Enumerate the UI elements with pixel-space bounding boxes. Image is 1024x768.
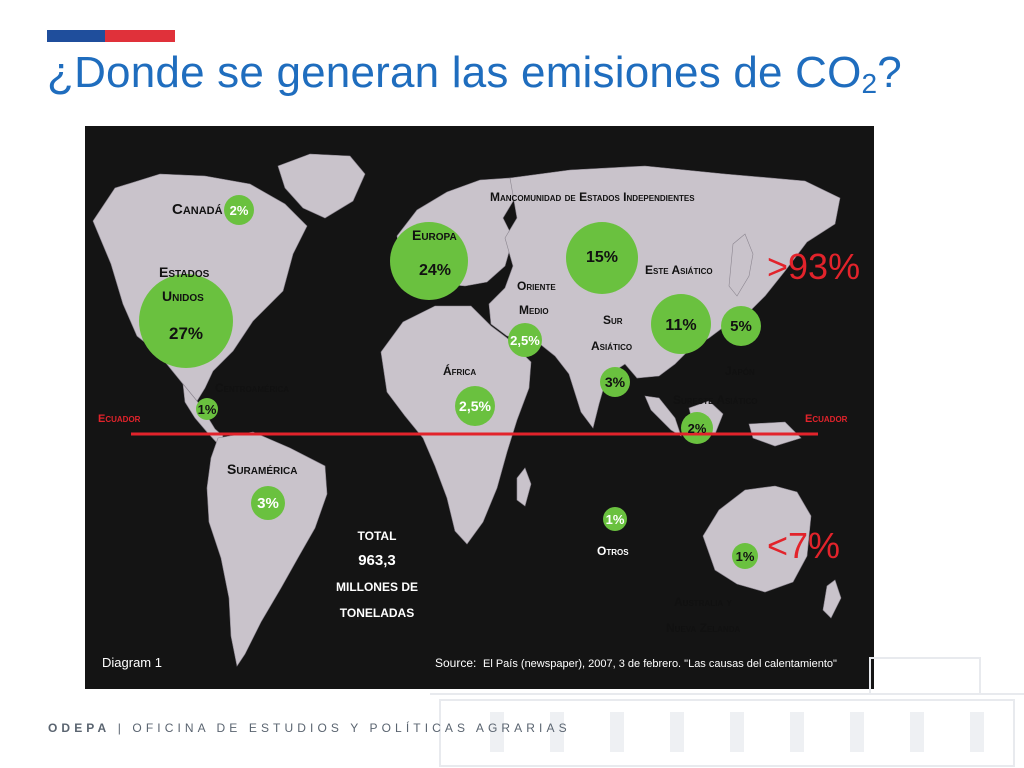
bubble-japan bbox=[721, 306, 761, 346]
bubble-east-asia bbox=[651, 294, 711, 354]
watermark-window bbox=[490, 712, 504, 752]
canada-name: Canadá bbox=[172, 201, 223, 218]
watermark-facade bbox=[439, 699, 1015, 767]
equator-label-right: Ecuador bbox=[805, 413, 848, 425]
southeast-asia-name: Sureste Asiático bbox=[673, 393, 757, 407]
africa bbox=[380, 305, 532, 545]
middle-east-value: 2,5% bbox=[510, 333, 540, 348]
bubble-europe bbox=[390, 222, 468, 300]
slide-title: ¿Donde se generan las emisiones de CO2? bbox=[47, 48, 902, 100]
australia bbox=[702, 485, 812, 593]
region-labels: Canadá 2% Estados Unidos 27% Europa 24% … bbox=[159, 190, 757, 635]
africa-name: África bbox=[443, 363, 476, 378]
footer-full-name: OFICINA DE ESTUDIOS Y POLÍTICAS AGRARIAS bbox=[132, 721, 571, 735]
footer: ODEPA | OFICINA DE ESTUDIOS Y POLÍTICAS … bbox=[48, 721, 571, 735]
flag-bar-red bbox=[105, 30, 175, 42]
emissions-world-map: Ecuador Ecuador Canadá 2% Estados Unidos… bbox=[85, 126, 874, 689]
asia bbox=[488, 165, 841, 429]
middle-east-name-line1: Oriente bbox=[517, 279, 556, 293]
australia-name-line1: Australia y bbox=[674, 595, 732, 609]
central-america-value: 1% bbox=[198, 402, 217, 417]
bubble-canada bbox=[224, 195, 254, 225]
footer-org: ODEPA bbox=[48, 721, 111, 735]
south-asia-name-line2: Asiático bbox=[591, 339, 632, 353]
usa-name-line2: Unidos bbox=[162, 288, 204, 304]
south-share-label: <7% bbox=[767, 525, 840, 566]
total-line2: 963,3 bbox=[358, 552, 396, 569]
canada-value: 2% bbox=[230, 203, 249, 218]
australia-name-line2: Nueva Zelanda bbox=[666, 621, 741, 635]
japan bbox=[728, 233, 754, 297]
equator: Ecuador Ecuador bbox=[98, 413, 848, 436]
southeast-asia-value: 2% bbox=[688, 421, 707, 436]
landmasses bbox=[92, 153, 842, 667]
new-zealand bbox=[822, 579, 842, 619]
equator-label-left: Ecuador bbox=[98, 413, 141, 425]
total-line3: MILLONES DE bbox=[336, 580, 418, 594]
south-asia-value: 3% bbox=[605, 374, 626, 390]
watermark-window bbox=[670, 712, 684, 752]
japan-value: 5% bbox=[730, 318, 752, 335]
flag-bar bbox=[47, 30, 175, 42]
south-asia-name-line1: Sur bbox=[603, 313, 623, 327]
europe-value: 24% bbox=[419, 262, 451, 279]
usa-name-line1: Estados bbox=[159, 264, 210, 280]
bubble-south-america bbox=[251, 486, 285, 520]
east-asia-name: Este Asiático bbox=[645, 263, 713, 277]
africa-value: 2,5% bbox=[459, 398, 491, 414]
watermark-window bbox=[970, 712, 984, 752]
watermark-building bbox=[430, 657, 1024, 767]
australia-value: 1% bbox=[736, 549, 755, 564]
usa-value: 27% bbox=[169, 324, 203, 343]
south-america-name: Suramérica bbox=[227, 461, 297, 477]
others-name: Otros bbox=[597, 544, 629, 558]
east-asia-value: 11% bbox=[665, 317, 696, 334]
cis-name: Mancomunidad de Estados Independientes bbox=[490, 190, 695, 204]
watermark-tower bbox=[869, 657, 981, 695]
bubble-central-america bbox=[196, 398, 218, 420]
source-label: Source: bbox=[435, 656, 476, 670]
slide-title-subscript: 2 bbox=[861, 68, 878, 99]
sumatra bbox=[644, 395, 682, 437]
total-line1: TOTAL bbox=[358, 529, 397, 543]
japan-name: Japón bbox=[725, 364, 755, 378]
greenland bbox=[277, 153, 366, 219]
middle-east-name-line2: Medio bbox=[519, 303, 549, 317]
watermark-window bbox=[610, 712, 624, 752]
total-line4: TONELADAS bbox=[340, 606, 414, 620]
europe-name: Europa bbox=[412, 227, 457, 243]
madagascar bbox=[516, 467, 532, 507]
bubbles bbox=[139, 195, 761, 569]
south-america-value: 3% bbox=[257, 495, 279, 512]
watermark-window bbox=[910, 712, 924, 752]
bubble-cis bbox=[566, 222, 638, 294]
watermark-window bbox=[730, 712, 744, 752]
bubble-middle-east bbox=[508, 323, 542, 357]
watermark-window bbox=[790, 712, 804, 752]
diagram-label: Diagram 1 bbox=[102, 655, 162, 670]
central-america-name: Centroamérica bbox=[215, 381, 289, 395]
bubble-australia bbox=[732, 543, 758, 569]
watermark-window bbox=[550, 712, 564, 752]
bubble-africa bbox=[455, 386, 495, 426]
cis-value: 15% bbox=[586, 249, 618, 266]
slide-title-question-mark: ? bbox=[877, 48, 902, 97]
source-text: El País (newspaper), 2007, 3 de febrero.… bbox=[483, 658, 837, 670]
others-value: 1% bbox=[606, 512, 625, 527]
footer-separator: | bbox=[117, 721, 125, 735]
slide-title-text: ¿Donde se generan las emisiones de CO bbox=[47, 48, 862, 97]
watermark-window bbox=[850, 712, 864, 752]
south-america bbox=[206, 431, 328, 667]
bubble-others bbox=[603, 507, 627, 531]
north-share-label: >93% bbox=[767, 246, 860, 287]
bubble-usa bbox=[139, 274, 233, 368]
flag-bar-blue bbox=[47, 30, 105, 42]
bubble-southeast-asia bbox=[681, 412, 713, 444]
total-emissions: TOTAL 963,3 MILLONES DE TONELADAS bbox=[336, 529, 418, 620]
bubble-south-asia bbox=[600, 367, 630, 397]
